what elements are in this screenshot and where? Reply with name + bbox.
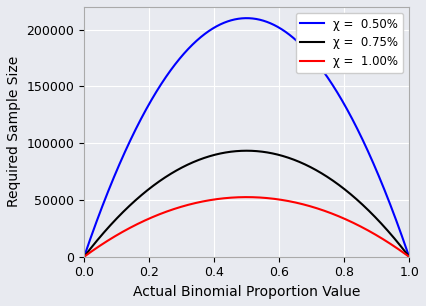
Legend: χ =  0.50%, χ =  0.75%, χ =  1.00%: χ = 0.50%, χ = 0.75%, χ = 1.00% xyxy=(296,13,403,73)
χ =  0.75% xyxy=(244,149,249,153)
χ =  1.00% xyxy=(115,233,120,237)
χ =  0.75% xyxy=(341,187,346,190)
Y-axis label: Required Sample Size: Required Sample Size xyxy=(7,56,21,207)
χ =  1.00% xyxy=(305,204,310,207)
χ =  1.00% xyxy=(406,255,412,259)
χ =  0.75% xyxy=(115,216,120,220)
χ =  1.00% xyxy=(213,197,218,201)
χ =  0.50% xyxy=(225,20,230,23)
χ =  0.50% xyxy=(81,255,86,259)
Line: χ =  0.75%: χ = 0.75% xyxy=(84,151,409,257)
χ =  0.50% xyxy=(115,167,120,171)
χ =  0.75% xyxy=(225,150,230,154)
χ =  0.75% xyxy=(213,153,218,156)
χ =  1.00% xyxy=(81,255,86,259)
χ =  1.00% xyxy=(335,214,340,218)
χ =  1.00% xyxy=(244,195,249,199)
χ =  0.75% xyxy=(81,255,86,259)
χ =  0.50% xyxy=(305,50,310,54)
Line: χ =  0.50%: χ = 0.50% xyxy=(84,18,409,257)
χ =  1.00% xyxy=(341,217,346,220)
χ =  0.75% xyxy=(305,164,310,167)
χ =  0.75% xyxy=(335,182,340,186)
χ =  0.50% xyxy=(406,255,412,259)
χ =  0.50% xyxy=(244,16,249,20)
χ =  1.00% xyxy=(225,196,230,200)
χ =  0.50% xyxy=(335,91,340,95)
χ =  0.50% xyxy=(341,102,346,105)
Line: χ =  1.00%: χ = 1.00% xyxy=(84,197,409,257)
X-axis label: Actual Binomial Proportion Value: Actual Binomial Proportion Value xyxy=(133,285,360,299)
χ =  0.50% xyxy=(213,25,218,29)
χ =  0.75% xyxy=(406,255,412,259)
